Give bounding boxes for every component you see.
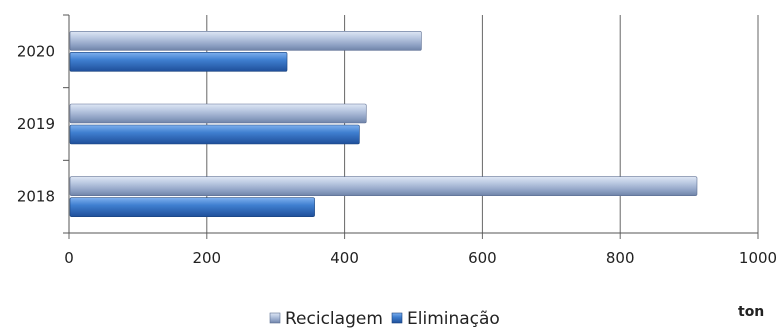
bar-eliminação-2018 (69, 197, 315, 217)
x-tick-label: 800 (606, 249, 635, 267)
gridlines (206, 15, 759, 233)
bar-eliminação-2020 (69, 52, 288, 72)
legend-label: Reciclagem (285, 309, 383, 329)
legend-swatch-reciclagem (269, 312, 281, 324)
bar-reciclagem-2020 (69, 31, 422, 51)
legend-swatch-eliminação (391, 312, 403, 324)
bar-reciclagem-2019 (69, 103, 367, 124)
bars (69, 31, 698, 217)
x-tick-label: 400 (330, 249, 359, 267)
y-tick-label: 2019 (17, 115, 55, 133)
bar-reciclagem-2018 (69, 176, 698, 196)
bar-eliminação-2019 (69, 124, 360, 145)
x-tick-label: 200 (192, 249, 221, 267)
y-tick-labels: 2020 2019 2018 (17, 42, 55, 205)
x-tick-labels: 0 200 400 600 800 1000 (64, 249, 777, 267)
x-tick-label: 1000 (739, 249, 777, 267)
legend-label: Eliminação (407, 309, 500, 329)
y-tick-label: 2018 (17, 188, 55, 206)
x-tick-label: 600 (468, 249, 497, 267)
y-tick-label: 2020 (17, 42, 55, 60)
legend: Reciclagem Eliminação (269, 309, 500, 329)
x-tick-label: 0 (64, 249, 74, 267)
axes (63, 14, 759, 239)
x-unit-label: ton (738, 304, 764, 320)
